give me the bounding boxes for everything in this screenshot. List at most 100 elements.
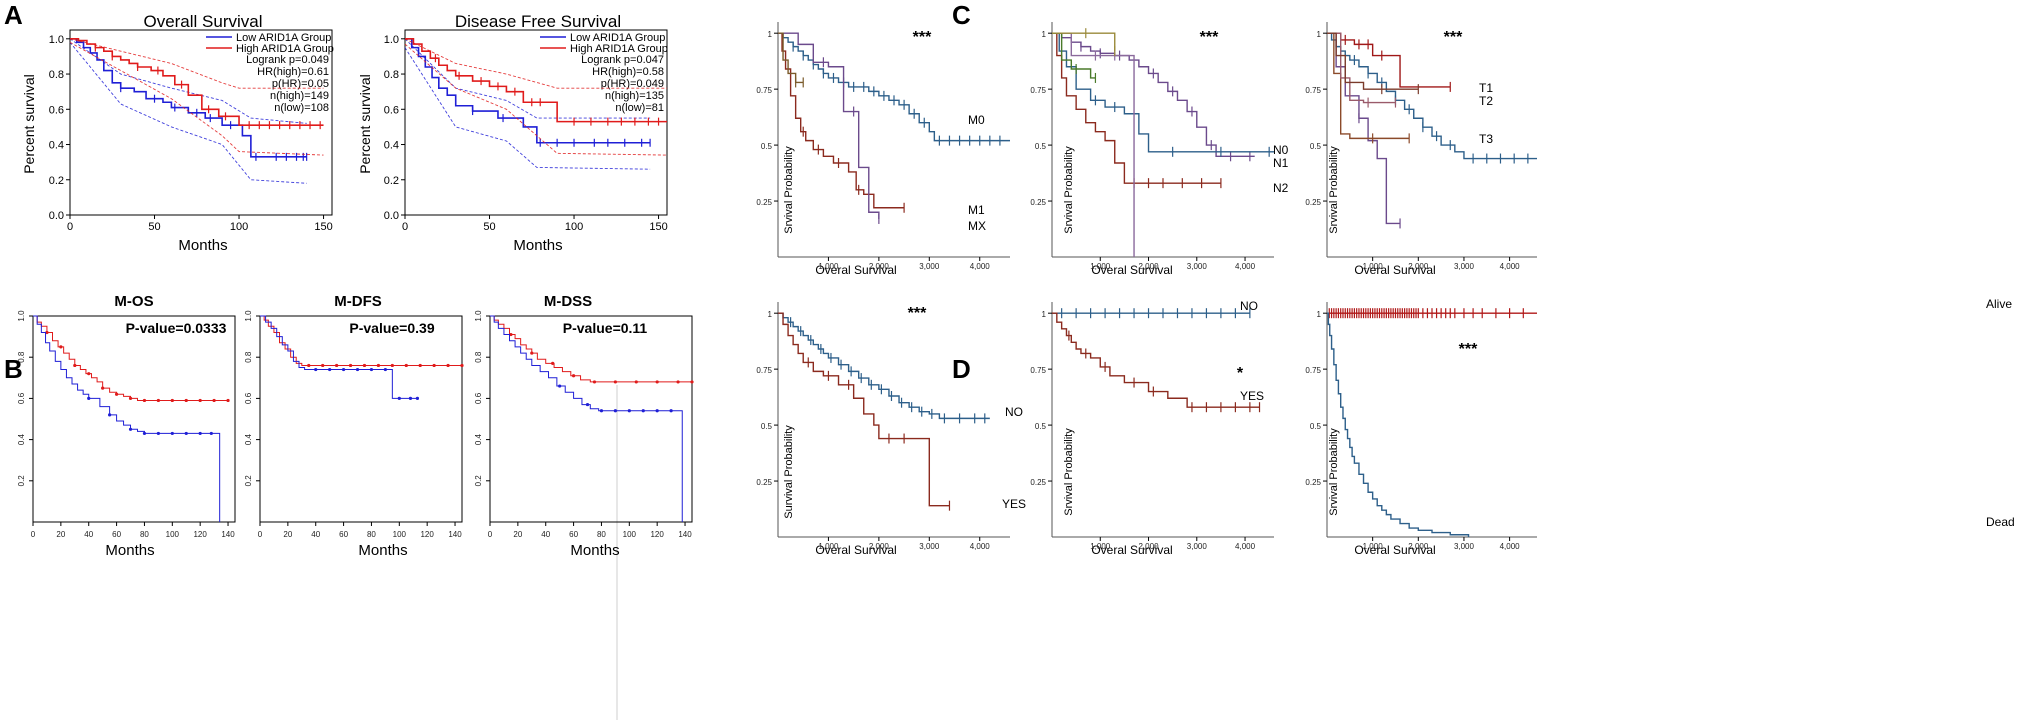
x-tick-label: 80 [597,530,606,539]
y-tick-label: 1.0 [244,310,253,322]
censor-mark [87,372,91,376]
censor-mark [59,345,63,349]
x-tick-label: 2,000 [1408,542,1429,551]
y-tick-label: 0.5 [761,142,773,151]
group-label-n2: N2 [1273,181,1289,195]
y-axis-label: Srvival Probability [783,146,795,234]
x-tick-label: 0 [67,221,73,233]
x-tick-label: 1,000 [1090,542,1111,551]
y-tick-label: 0.6 [474,392,483,404]
x-tick-label: 40 [311,530,320,539]
y-tick-label: 1 [1317,310,1322,319]
plot-frame [259,315,463,523]
y-tick-label: 1.0 [17,310,26,322]
censor-mark [142,398,147,403]
y-tick-label: 0.75 [1305,86,1321,95]
censor-mark [599,409,604,413]
x-axis-label: Months [513,237,562,254]
survival-curve-t4 [1327,32,1410,140]
group-label-t1: T1 [1479,81,1493,95]
y-tick-label: 0.75 [756,366,772,375]
censor-mark [690,380,694,384]
survival-curve-dead [1327,312,1470,537]
censor-mark [376,363,381,368]
y-tick-label: 0.5 [761,422,773,431]
significance-stars: *** [1459,341,1478,358]
x-axis-label: Overal Survival [815,263,896,277]
x-tick-label: 4,000 [970,542,991,551]
group-label-n0: N0 [1273,143,1289,157]
y-tick-label: 0.2 [384,175,399,187]
x-tick-label: 0 [258,530,263,539]
survival-curve-blue [490,315,683,522]
censor-mark [585,402,590,407]
censor-mark [156,398,160,403]
ci-band-lower [69,42,307,184]
censor-mark [655,380,659,384]
y-tick-label: 0.25 [1030,198,1046,207]
legend-label-low: Low ARID1A Group [236,32,331,44]
stat-n-low: n(low)=108 [274,102,329,114]
y-tick-label: 0.6 [244,392,253,404]
survival-curve-low-arid1a-group [405,38,651,144]
significance-stars: *** [1444,29,1463,46]
y-tick-label: 0.2 [17,475,26,487]
stat-n-high: n(high)=135 [605,90,664,102]
y-tick-label: 1 [768,30,773,39]
group-label-n1: N1 [1273,156,1289,170]
group-label-mx: MX [968,219,986,233]
x-tick-label: 100 [393,530,407,539]
survival-curve-m1 [778,32,905,209]
ci-band-lower [404,47,651,170]
x-tick-label: 4,000 [970,262,991,271]
y-tick-label: 0.25 [756,198,772,207]
x-axis-label: Months [570,542,619,559]
x-tick-label: 120 [420,530,434,539]
panel-label-d: D [952,354,971,384]
y-tick-label: 0.75 [1305,366,1321,375]
group-label-t3: T3 [1479,132,1493,146]
y-tick-label: 0.8 [244,351,253,363]
survival-curve-red [490,315,692,383]
censor-mark [87,396,91,400]
x-tick-label: 140 [448,530,462,539]
significance-stars: *** [1200,29,1219,46]
x-tick-label: 1,000 [1363,262,1384,271]
censor-mark [321,363,325,368]
x-tick-label: 3,000 [1187,542,1208,551]
survival-curve-t5 [1327,32,1396,104]
y-tick-label: 0.5 [1310,422,1322,431]
censor-mark [114,392,119,396]
y-tick-label: 0.4 [244,433,253,445]
x-tick-label: 20 [283,530,292,539]
chart-m-os: M-OS P-value=0.0333 Months 0 20 40 60 80 100 1… [17,293,236,559]
censor-mark [558,384,562,388]
y-tick-label: 0.25 [1305,198,1321,207]
y-axis-label: Srvival Probability [1063,146,1075,234]
chart-d-third: *** Overal Survival Srvival Probability … [1305,297,2014,557]
censor-mark [404,363,408,368]
censor-mark [571,374,576,378]
censor-mark [184,398,188,403]
panel-label-b: B [4,354,23,384]
censor-mark [669,409,673,413]
censor-mark [348,363,353,368]
ci-band-lower [69,41,324,156]
y-tick-label: 0.75 [1030,86,1046,95]
x-axis-label: Months [178,237,227,254]
y-tick-label: 0.6 [384,104,399,116]
ci-band-upper [69,38,307,124]
panel-label-c: C [952,0,971,30]
x-tick-label: 50 [148,221,160,233]
x-tick-label: 4,000 [1500,262,1521,271]
censor-mark [418,363,422,368]
x-tick-label: 2,000 [869,542,890,551]
y-tick-label: 0.0 [384,210,399,222]
x-tick-label: 2,000 [1408,262,1429,271]
x-tick-label: 0 [488,530,493,539]
group-label-m0: M0 [968,113,985,127]
x-axis-label: Overal Survival [1354,543,1435,557]
censor-mark [73,363,77,368]
y-axis-label: Survival Probability [783,425,795,519]
